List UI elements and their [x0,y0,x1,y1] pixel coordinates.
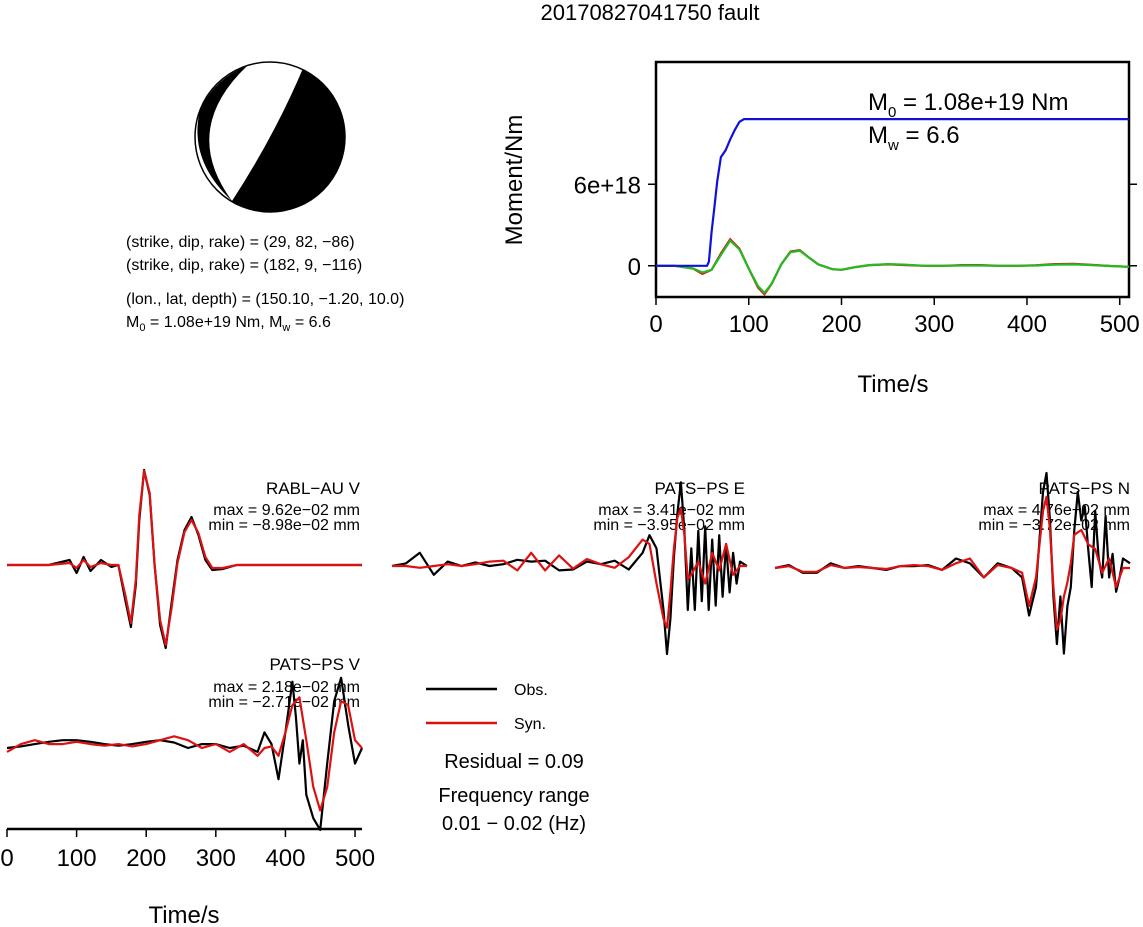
waveform-xtick-label: 400 [265,845,305,872]
waveform-panel-pats-v: PATS−PS V max = 2.18e−02 mm min = −2.71e… [0,655,375,927]
magnitude-text: M0 = 1.08e+19 Nm, Mw = 6.6 [126,314,331,334]
waveform-observed-line [391,481,748,656]
moment-xlabel: Time/s [857,371,928,398]
waveform-xlabel: Time/s [148,902,219,927]
max-label: max = 9.62e−02 mm [213,502,360,519]
moment-xtick-label: 400 [1007,311,1047,338]
moment-xtick-label: 0 [649,311,662,338]
min-label: min = −3.72e−02 mm [978,517,1130,534]
waveform-xtick-label: 300 [196,845,236,872]
moment-ylabel: Moment/Nm [501,115,528,246]
nodal-plane-1: (strike, dip, rake) = (29, 82, −86) [126,234,355,251]
waveform-xtick-label: 500 [335,845,375,872]
min-label: min = −3.95e−02 mm [593,517,745,534]
moment-series-line-0 [656,118,1129,267]
legend: Obs. Syn. [426,682,548,733]
waveform-xtick-label: 0 [0,845,13,872]
station-label: PATS−PS E [654,479,745,498]
beachball-outline [194,61,346,213]
hypocenter-text: (lon., lat, depth) = (150.10, −1.20, 10.… [126,291,404,308]
waveform-synthetic-line [774,495,1130,631]
waveform-xtick-label: 100 [57,845,97,872]
station-label: RABL−AU V [266,479,361,498]
beachball-edge-sliver [197,66,247,201]
waveform-synthetic-line [6,696,363,812]
residual-text: Residual = 0.09 [444,751,584,773]
moment-plot-frame [654,60,1131,299]
waveform-panel-pats-e: PATS−PS E max = 3.41e−02 mm min = −3.95e… [391,479,748,656]
moment-ytick-label: 6e+18 [574,172,641,199]
waveform-synthetic-line [392,507,747,629]
moment-series-group [656,118,1130,297]
moment-xtick-label: 200 [821,311,861,338]
moment-annotation-m0: M0 = 1.08e+19 Nm [868,89,1068,121]
moment-xtick-label: 300 [914,311,954,338]
moment-xtick-label: 500 [1100,311,1140,338]
frequency-range-value: 0.01 − 0.02 (Hz) [442,813,586,835]
moment-axes: 0 100 200 300 400 500 0 6e+18 [574,172,1140,338]
moment-series-line-1 [656,238,1130,295]
station-label: PATS−PS V [269,655,360,674]
moment-annotation-mw: Mw = 6.6 [868,122,960,154]
max-label: max = 2.18e−02 mm [213,679,360,696]
beachball [194,61,346,213]
figure-title: 20170827041750 fault [541,0,760,25]
frequency-range-label: Frequency range [438,785,589,807]
waveform-xtick-label: 200 [126,845,166,872]
station-label: PATS−PS N [1039,479,1130,498]
waveform-panel-pats-n: PATS−PS N max = 4.76e−02 mm min = −3.72e… [774,471,1131,655]
moment-xtick-label: 100 [729,311,769,338]
waveform-panel-rabl-v: RABL−AU V max = 9.62e−02 mm min = −8.98e… [7,468,362,650]
legend-syn-label: Syn. [514,716,546,733]
waveform-synthetic-line [7,469,362,647]
moment-ytick-label: 0 [628,254,641,281]
legend-obs-label: Obs. [514,682,548,699]
min-label: min = −8.98e−02 mm [208,517,360,534]
focal-mechanism-text: (strike, dip, rake) = (29, 82, −86) (str… [126,234,404,334]
max-label: max = 4.76e−02 mm [983,502,1130,519]
waveform-time-axis: 0 100 200 300 400 500 [0,827,375,872]
waveform-observed-line [774,471,1131,655]
nodal-plane-2: (strike, dip, rake) = (182, 9, −116) [126,257,362,274]
min-label: min = −2.71e−02 mm [208,694,360,711]
max-label: max = 3.41e−02 mm [598,502,745,519]
